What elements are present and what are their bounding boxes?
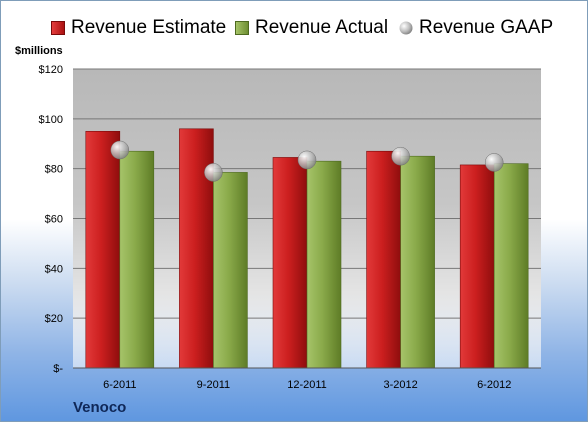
legend-label-revenue-gaap: Revenue GAAP	[419, 17, 554, 38]
y-tick-label: $100	[39, 114, 63, 126]
actual-bar	[119, 150, 155, 369]
x-tick-label: 6-2011	[103, 379, 136, 391]
gaap-marker	[484, 153, 504, 172]
estimate-bar	[85, 130, 121, 369]
estimate-bar	[179, 128, 214, 369]
gaap-marker	[110, 140, 130, 160]
actual-bar	[213, 172, 248, 369]
x-axis-ticks: 6-2011 9-2011 12-2011 3-2012 6-2012	[103, 379, 511, 391]
actual-bar	[306, 160, 342, 369]
y-tick-label: $120	[39, 64, 63, 76]
gaap-markers	[110, 140, 504, 182]
legend: Revenue Estimate Revenue Actual Revenue …	[1, 15, 587, 41]
y-tick-label: $80	[45, 164, 63, 176]
green-square-swatch-icon	[235, 21, 249, 35]
actual-bar	[493, 163, 529, 369]
x-tick-label: 9-2011	[197, 379, 230, 391]
x-tick-label: 12-2011	[287, 379, 327, 391]
gaap-marker	[297, 150, 317, 170]
y-tick-label: $60	[45, 214, 63, 226]
y-axis-unit-label: $millions	[15, 45, 63, 57]
actual-bar	[400, 155, 435, 369]
y-axis-ticks: $- $20 $40 $60 $80 $100 $120	[39, 64, 64, 375]
x-tick-label: 3-2012	[383, 379, 417, 391]
y-tick-label: $40	[45, 263, 63, 275]
legend-item-revenue-gaap: Revenue GAAP	[399, 15, 553, 41]
estimate-bar	[272, 157, 308, 369]
y-tick-label: $-	[53, 363, 63, 375]
legend-label-revenue-estimate: Revenue Estimate	[71, 17, 227, 38]
red-square-swatch-icon	[51, 21, 65, 35]
legend-item-revenue-actual: Revenue Actual	[235, 15, 388, 41]
legend-label-revenue-actual: Revenue Actual	[255, 17, 389, 38]
gaap-marker	[391, 146, 410, 166]
estimate-bar	[459, 164, 495, 369]
legend-item-revenue-estimate: Revenue Estimate	[51, 15, 226, 41]
estimate-bar	[366, 150, 401, 369]
y-tick-label: $20	[45, 313, 63, 325]
company-name: Venoco	[73, 399, 127, 416]
gaap-marker	[204, 163, 223, 182]
bars	[85, 128, 529, 369]
gray-sphere-marker-icon	[399, 21, 413, 35]
x-tick-label: 6-2012	[477, 379, 511, 391]
